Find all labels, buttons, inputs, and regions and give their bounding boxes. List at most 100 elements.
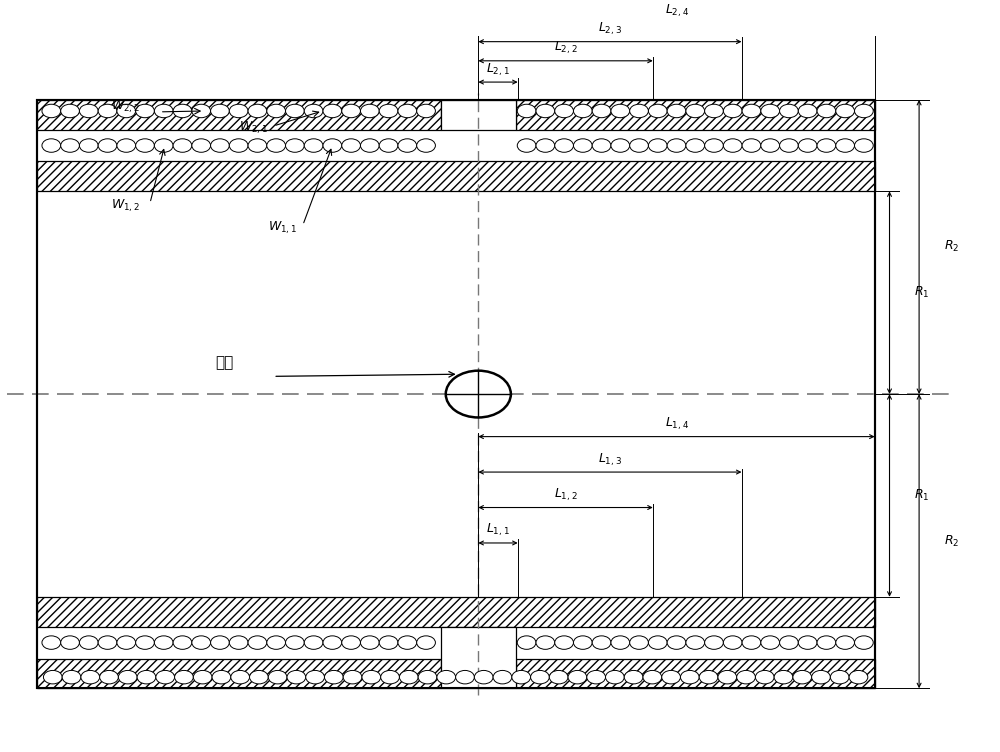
Circle shape [699,671,718,684]
Bar [37,597,875,626]
Circle shape [446,371,511,417]
Circle shape [286,105,304,118]
Circle shape [173,139,192,152]
Circle shape [512,671,531,684]
Circle shape [323,139,342,152]
Circle shape [555,105,573,118]
Text: $L_{1,2}$: $L_{1,2}$ [554,487,577,503]
Circle shape [742,105,761,118]
Circle shape [549,671,568,684]
Text: 开孔: 开孔 [215,355,233,370]
Circle shape [362,671,381,684]
Circle shape [555,139,573,152]
Circle shape [780,105,798,118]
Circle shape [342,139,360,152]
Circle shape [212,671,231,684]
Bar [37,659,441,688]
Bar [37,100,441,129]
Circle shape [173,636,192,649]
Text: $L_{2,3}$: $L_{2,3}$ [598,21,622,37]
Circle shape [61,105,79,118]
Circle shape [137,671,156,684]
Circle shape [648,105,667,118]
Circle shape [798,105,817,118]
Circle shape [323,636,342,649]
Circle shape [686,636,705,649]
Circle shape [173,105,192,118]
Circle shape [193,671,212,684]
Circle shape [267,636,286,649]
Circle shape [61,139,79,152]
Text: $R_1$: $R_1$ [914,285,930,300]
Circle shape [417,139,435,152]
Circle shape [323,105,342,118]
Bar [37,100,875,688]
Circle shape [643,671,662,684]
Text: $L_{2,4}$: $L_{2,4}$ [665,2,689,19]
Circle shape [611,636,630,649]
Circle shape [268,671,287,684]
Circle shape [287,671,306,684]
Circle shape [774,671,793,684]
Bar [441,626,516,688]
Circle shape [324,671,343,684]
Circle shape [648,139,667,152]
Circle shape [587,671,606,684]
Circle shape [43,671,62,684]
Circle shape [761,636,780,649]
Circle shape [592,139,611,152]
Circle shape [437,671,456,684]
Circle shape [817,105,836,118]
Circle shape [304,105,323,118]
Circle shape [624,671,643,684]
Circle shape [79,139,98,152]
Circle shape [723,636,742,649]
Circle shape [211,636,229,649]
Circle shape [418,671,437,684]
Circle shape [154,139,173,152]
Circle shape [398,105,417,118]
Circle shape [136,139,154,152]
Circle shape [667,105,686,118]
Text: $R_2$: $R_2$ [944,534,959,549]
Circle shape [379,105,398,118]
Circle shape [855,105,873,118]
Circle shape [718,671,737,684]
Circle shape [517,636,536,649]
Circle shape [836,636,855,649]
Circle shape [154,636,173,649]
Circle shape [536,105,555,118]
Circle shape [780,139,798,152]
Circle shape [723,105,742,118]
Circle shape [830,671,849,684]
Circle shape [156,671,175,684]
Circle shape [592,105,611,118]
Circle shape [399,671,418,684]
Circle shape [117,636,136,649]
Circle shape [573,139,592,152]
Circle shape [761,139,780,152]
Circle shape [250,671,268,684]
Bar [37,162,875,191]
Bar [516,100,875,129]
Circle shape [705,105,723,118]
Circle shape [98,636,117,649]
Bar [441,100,516,129]
Circle shape [611,105,630,118]
Circle shape [742,139,761,152]
Circle shape [98,139,117,152]
Circle shape [517,105,536,118]
Circle shape [667,139,686,152]
Circle shape [592,636,611,649]
Circle shape [360,105,379,118]
Circle shape [456,671,474,684]
Circle shape [248,636,267,649]
Circle shape [229,139,248,152]
Circle shape [192,105,211,118]
Circle shape [817,139,836,152]
Circle shape [737,671,755,684]
Circle shape [648,636,667,649]
Circle shape [79,636,98,649]
Circle shape [686,139,705,152]
Circle shape [267,139,286,152]
